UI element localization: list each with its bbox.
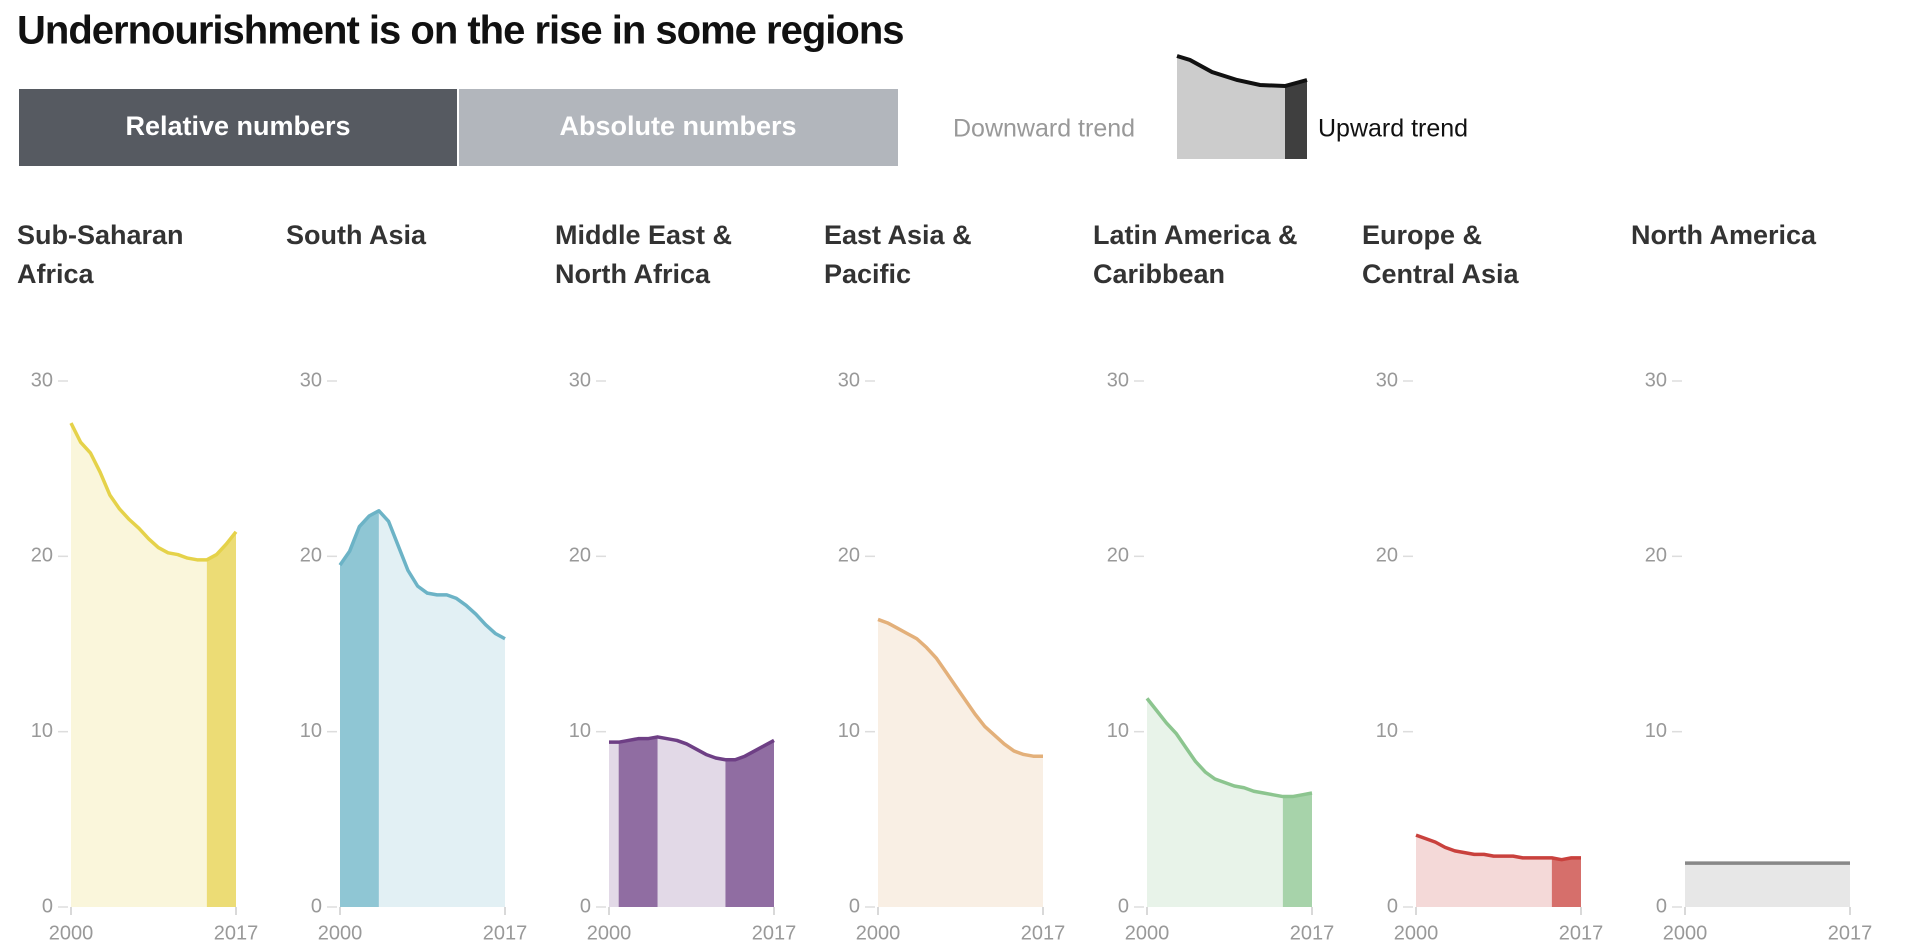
x-tick-label: 2000: [318, 922, 363, 944]
x-tick-label: 2017: [1021, 922, 1066, 944]
panel: Middle East & North Africa 0 10 20 30 2000 2017: [555, 220, 796, 944]
y-tick-label: 10: [1376, 720, 1398, 742]
panel-title: Europe &: [1362, 220, 1482, 250]
panel-title: North America: [1631, 220, 1817, 250]
x-tick-label: 2017: [752, 922, 797, 944]
panel: East Asia & Pacific 0 10 20 30 2000 2017: [824, 220, 1065, 944]
y-tick-label: 20: [838, 545, 860, 567]
x-tick-label: 2000: [1125, 922, 1170, 944]
x-tick-label: 2000: [856, 922, 901, 944]
panel-title: North Africa: [555, 259, 711, 289]
panel-title: Africa: [17, 259, 95, 289]
button-absolute[interactable]: [459, 89, 898, 166]
line: [69, 422, 238, 562]
upward-band: [1551, 857, 1581, 907]
y-tick-label: 0: [1387, 895, 1398, 917]
panel-title: Latin America &: [1093, 220, 1298, 250]
area: [878, 619, 1043, 907]
y-tick-label: 20: [1107, 545, 1129, 567]
y-tick-label: 20: [300, 545, 322, 567]
legend-icon-down: [1177, 56, 1285, 159]
page-title: Undernourishment is on the rise in some …: [17, 9, 904, 53]
y-tick-label: 30: [838, 369, 860, 391]
area: [1147, 698, 1312, 907]
line: [1415, 833, 1581, 862]
y-tick-label: 30: [569, 369, 591, 391]
y-tick-label: 30: [300, 369, 322, 391]
panel: Sub-Saharan Africa 0 10 20 30 2000 2017: [17, 220, 258, 944]
legend: Downward trend Upward trend: [953, 54, 1468, 159]
y-tick-label: 20: [31, 545, 53, 567]
y-tick-label: 30: [1107, 369, 1129, 391]
x-tick-label: 2000: [587, 922, 632, 944]
x-tick-label: 2000: [1394, 922, 1439, 944]
y-tick-label: 0: [580, 895, 591, 917]
panel: Latin America & Caribbean 0 10 20 30 2000 2017: [1093, 220, 1334, 944]
x-tick-label: 2000: [1663, 922, 1708, 944]
y-tick-label: 0: [1118, 895, 1129, 917]
panel: Europe & Central Asia 0 10 20 30 2000 2017: [1362, 220, 1603, 944]
upward-band: [206, 531, 236, 907]
x-tick-label: 2017: [1559, 922, 1604, 944]
area: [71, 423, 236, 907]
line: [338, 508, 506, 641]
y-tick-label: 0: [1656, 895, 1667, 917]
y-tick-label: 10: [838, 720, 860, 742]
y-tick-label: 0: [42, 895, 53, 917]
button-label[interactable]: Absolute numbers: [559, 111, 796, 141]
y-tick-label: 30: [1645, 369, 1667, 391]
upward-band: [725, 740, 774, 907]
y-tick-label: 10: [1107, 720, 1129, 742]
y-tick-label: 30: [1376, 369, 1398, 391]
panel-title: Sub-Saharan: [17, 220, 184, 250]
line: [1145, 697, 1313, 799]
panel-title: Middle East &: [555, 220, 732, 250]
button-label[interactable]: Relative numbers: [125, 111, 350, 141]
panel: North America 0 10 20 30 2000 2017: [1631, 220, 1872, 944]
y-tick-label: 0: [849, 895, 860, 917]
legend-down: Downward trend: [953, 115, 1135, 143]
panel: South Asia 0 10 20 30 2000 2017: [286, 220, 527, 944]
y-tick-label: 10: [1645, 720, 1667, 742]
y-tick-label: 0: [311, 895, 322, 917]
y-tick-label: 30: [31, 369, 53, 391]
panel-title: Caribbean: [1093, 259, 1225, 289]
panel-title: Central Asia: [1362, 259, 1520, 289]
upward-band: [340, 510, 379, 907]
y-tick-label: 20: [1376, 545, 1398, 567]
upward-band: [618, 736, 658, 907]
y-tick-label: 10: [569, 720, 591, 742]
y-tick-label: 10: [300, 720, 322, 742]
toggle: Relative numbers Absolute numbers: [19, 89, 898, 166]
area: [340, 510, 505, 907]
y-tick-label: 20: [1645, 545, 1667, 567]
panel-title: Pacific: [824, 259, 911, 289]
panel-title: South Asia: [286, 220, 427, 250]
x-tick-label: 2017: [1828, 922, 1873, 944]
legend-icon-line: [1176, 54, 1308, 89]
line: [877, 617, 1043, 758]
x-tick-label: 2017: [1290, 922, 1335, 944]
x-tick-label: 2017: [214, 922, 259, 944]
x-tick-label: 2000: [49, 922, 94, 944]
button-relative[interactable]: [19, 89, 457, 166]
y-tick-label: 20: [569, 545, 591, 567]
y-tick-label: 10: [31, 720, 53, 742]
panel-title: East Asia &: [824, 220, 972, 250]
x-tick-label: 2017: [483, 922, 528, 944]
area: [1685, 863, 1850, 907]
legend-icon-up: [1285, 80, 1307, 159]
upward-band: [1282, 793, 1312, 907]
legend-up: Upward trend: [1318, 115, 1468, 143]
line: [609, 735, 775, 762]
